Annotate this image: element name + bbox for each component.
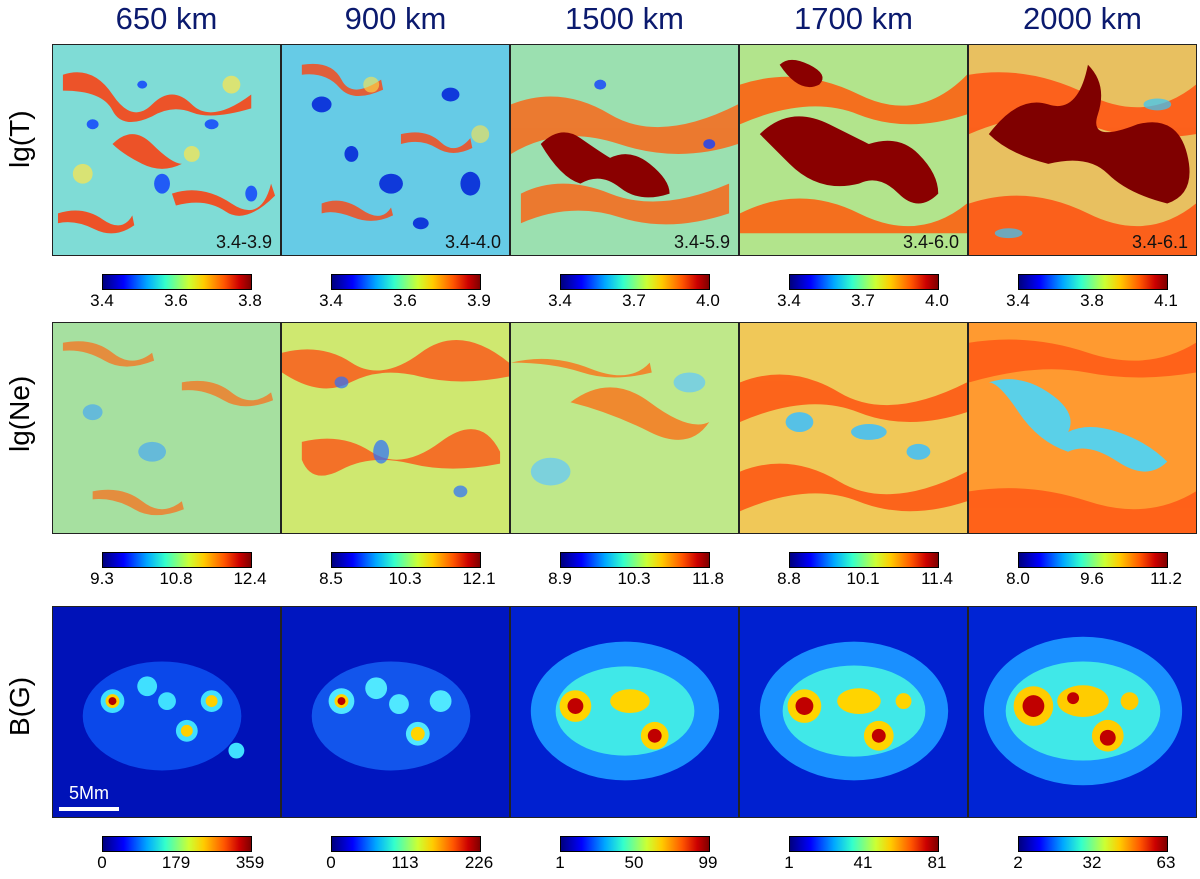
colorbar-mid: 41 (853, 853, 873, 872)
colorbar (560, 274, 710, 290)
height-label-2000: 2000 km (1023, 1, 1142, 36)
colorbar (331, 274, 481, 290)
field-colorbars: 0 179 359 0 113 226 1 50 99 1 41 81 2 32… (52, 836, 1197, 876)
colorbar-mid: 10.3 (388, 569, 422, 588)
height-titles: 650 km 900 km 1500 km 1700 km 2000 km (52, 0, 1200, 40)
colorbar (789, 836, 939, 852)
colorbar-max: 99 (698, 853, 718, 872)
field-map (281, 606, 510, 818)
colorbar (102, 552, 252, 568)
colorbar-min: 3.4 (548, 291, 572, 310)
colorbar-max: 11.4 (921, 569, 953, 588)
colorbar (1018, 552, 1168, 568)
scale-bar: 5Mm (59, 783, 119, 811)
colorbar-max: 226 (464, 853, 494, 872)
height-label-900: 900 km (344, 1, 447, 36)
density-map (52, 322, 281, 534)
colorbar (789, 552, 939, 568)
density-colorbars: 9.3 10.8 12.4 8.5 10.3 12.1 8.9 10.3 11.… (52, 552, 1197, 592)
colorbar-mid: 10.3 (617, 569, 651, 588)
temperature-range: 3.4-4.0 (444, 232, 501, 252)
colorbar-min: 3.4 (1006, 291, 1030, 310)
colorbar-mid: 113 (391, 853, 419, 872)
colorbar-mid: 3.7 (622, 291, 646, 310)
colorbar-min: 3.4 (319, 291, 343, 310)
colorbar-max: 11.8 (692, 569, 724, 588)
temperature-map: 3.4-6.1 (968, 44, 1197, 256)
colorbar-mid: 10.1 (846, 569, 880, 588)
colorbar-min: 1 (555, 853, 565, 872)
field-map (968, 606, 1197, 818)
colorbar-mid: 3.8 (1080, 291, 1104, 310)
row-label-field: B(G) (4, 676, 35, 736)
colorbar-max: 12.1 (462, 569, 496, 588)
colorbar-min: 8.9 (548, 569, 572, 588)
temperature-panels: 3.4-3.9 3.4-4.0 3.4-5.9 3.4-6.0 (52, 44, 1197, 256)
temperature-range: 3.4-3.9 (215, 232, 272, 252)
colorbar (331, 552, 481, 568)
colorbar-max: 359 (235, 853, 265, 872)
temperature-range: 3.4-6.0 (902, 232, 959, 252)
colorbar-max: 3.8 (238, 291, 262, 310)
height-label-1700: 1700 km (794, 1, 913, 36)
density-map (281, 322, 510, 534)
temperature-range: 3.4-5.9 (673, 232, 730, 252)
scale-bar-line (59, 807, 119, 811)
colorbar-mid: 3.6 (393, 291, 417, 310)
temperature-colorbars: 3.4 3.6 3.8 3.4 3.6 3.9 3.4 3.7 4.0 3.4 … (52, 274, 1197, 314)
field-map: 5Mm (52, 606, 281, 818)
colorbar-max: 63 (1156, 853, 1176, 872)
colorbar-min: 8.0 (1006, 569, 1030, 588)
colorbar-max: 12.4 (233, 569, 267, 588)
density-map (510, 322, 739, 534)
colorbar (789, 274, 939, 290)
colorbar (1018, 836, 1168, 852)
colorbar (560, 552, 710, 568)
colorbar-max: 4.1 (1154, 291, 1178, 310)
colorbar (560, 836, 710, 852)
density-map (739, 322, 968, 534)
colorbar-min: 3.4 (777, 291, 801, 310)
colorbar-min: 3.4 (90, 291, 114, 310)
scale-bar-label: 5Mm (69, 783, 109, 803)
colorbar-min: 0 (326, 853, 336, 872)
colorbar-min: 1 (784, 853, 794, 872)
colorbar-min: 2 (1013, 853, 1023, 872)
colorbar (102, 836, 252, 852)
colorbar-mid: 10.8 (159, 569, 193, 588)
temperature-map: 3.4-4.0 (281, 44, 510, 256)
colorbar-max: 81 (927, 853, 947, 872)
colorbar-mid: 9.6 (1080, 569, 1104, 588)
colorbar-max: 4.0 (925, 291, 949, 310)
row-label-temperature: lg(T) (4, 110, 35, 168)
colorbar (1018, 274, 1168, 290)
colorbar-min: 8.8 (777, 569, 801, 588)
field-map (739, 606, 968, 818)
colorbar-mid: 32 (1082, 853, 1102, 872)
colorbar (102, 274, 252, 290)
colorbar-min: 8.5 (319, 569, 343, 588)
colorbar-max: 11.2 (1150, 569, 1182, 588)
colorbar-mid: 3.7 (851, 291, 875, 310)
colorbar-mid: 50 (624, 853, 644, 872)
field-map (510, 606, 739, 818)
colorbar-min: 0 (97, 853, 107, 872)
height-label-650: 650 km (115, 1, 218, 36)
temperature-map: 3.4-3.9 (52, 44, 281, 256)
colorbar (331, 836, 481, 852)
temperature-map: 3.4-5.9 (510, 44, 739, 256)
colorbar-mid: 3.6 (164, 291, 188, 310)
temperature-map: 3.4-6.0 (739, 44, 968, 256)
density-map (968, 322, 1197, 534)
density-panels (52, 322, 1197, 534)
colorbar-min: 9.3 (90, 569, 114, 588)
row-label-density: lg(Ne) (4, 375, 35, 452)
colorbar-max: 3.9 (467, 291, 491, 310)
colorbar-max: 4.0 (696, 291, 720, 310)
field-panels: 5Mm (52, 606, 1197, 818)
temperature-range: 3.4-6.1 (1131, 232, 1188, 252)
colorbar-mid: 179 (161, 853, 191, 872)
height-label-1500: 1500 km (565, 1, 684, 36)
